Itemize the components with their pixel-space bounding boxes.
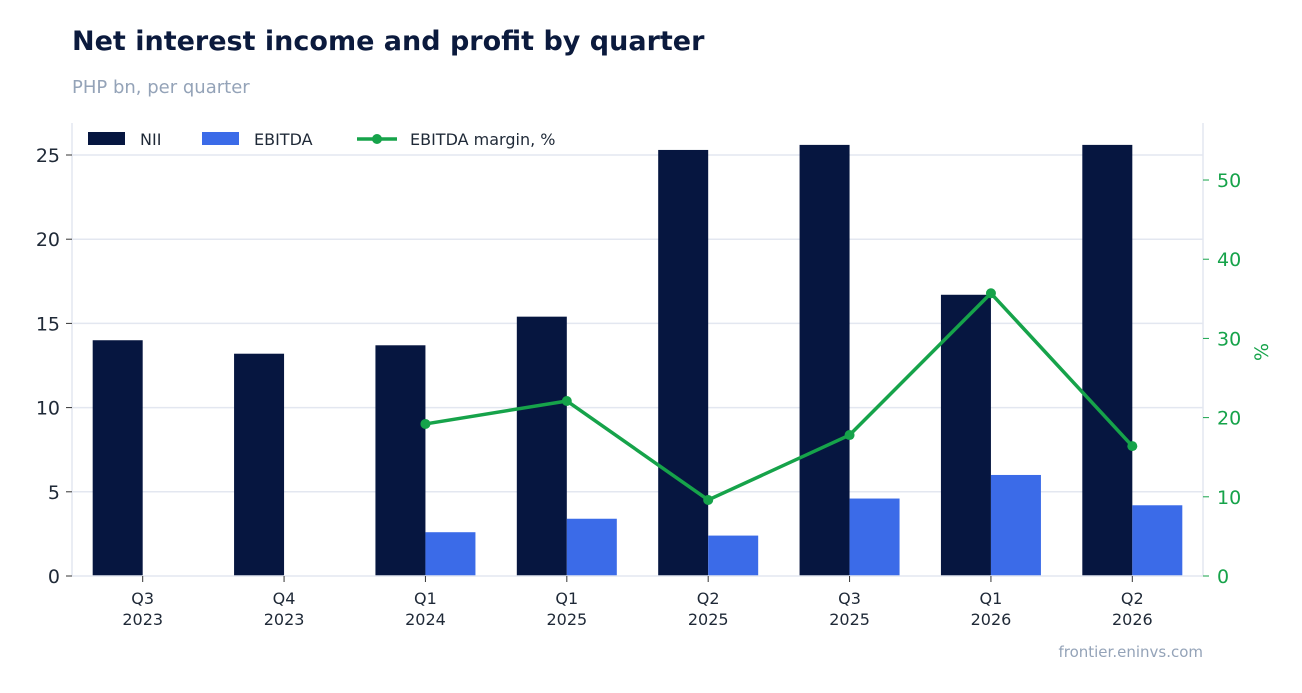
bar-ebitda — [990, 474, 1041, 576]
bar-ebitda — [425, 532, 476, 576]
bar-ebitda — [566, 518, 617, 576]
x-tick-label-year: 2024 — [405, 610, 446, 629]
legend-label-margin: EBITDA margin, % — [410, 130, 555, 149]
margin-point — [703, 494, 714, 505]
right-tick-label: 40 — [1217, 249, 1241, 271]
margin-point — [420, 418, 431, 429]
margin-line-path — [425, 291, 1134, 502]
x-tick-label-year: 2023 — [264, 610, 305, 629]
bars — [92, 144, 1183, 576]
bar-nii — [375, 345, 426, 576]
bar-nii — [658, 149, 709, 576]
x-tick-label-year: 2025 — [829, 610, 870, 629]
x-tick-label-year: 2025 — [546, 610, 587, 629]
legend-marker-margin — [372, 134, 382, 144]
x-tick-label-quarter: Q3 — [838, 589, 861, 608]
bar-ebitda — [849, 498, 900, 576]
bar-nii — [516, 316, 567, 576]
right-tick-label: 50 — [1217, 170, 1241, 192]
bar-ebitda — [1132, 505, 1183, 576]
legend: NII EBITDA EBITDA margin, % — [88, 130, 555, 149]
legend-label-ebitda: EBITDA — [254, 130, 313, 149]
bar-nii — [92, 340, 143, 576]
legend-swatch-ebitda — [202, 132, 239, 145]
left-tick-label: 25 — [36, 145, 60, 167]
left-tick-label: 15 — [36, 313, 60, 335]
x-tick-label-quarter: Q2 — [697, 589, 720, 608]
margin-point — [985, 288, 996, 299]
right-tick-label: 0 — [1217, 566, 1229, 588]
chart-title: Net interest income and profit by quarte… — [72, 26, 705, 57]
axes: 051015202501020304050%Q32023Q42023Q12024… — [36, 123, 1273, 629]
margin-point — [561, 395, 572, 406]
x-tick-label-year: 2026 — [1112, 610, 1153, 629]
right-axis-label: % — [1251, 343, 1273, 361]
x-tick-label-quarter: Q1 — [980, 589, 1003, 608]
margin-point — [1127, 441, 1138, 452]
bar-ebitda — [708, 535, 759, 576]
x-tick-label-quarter: Q3 — [131, 589, 154, 608]
bar-nii — [799, 144, 850, 576]
chart-subtitle: PHP bn, per quarter — [72, 77, 250, 98]
x-tick-label-year: 2023 — [122, 610, 163, 629]
margin-point — [844, 430, 855, 441]
x-tick-label-quarter: Q1 — [555, 589, 578, 608]
legend-label-nii: NII — [140, 130, 161, 149]
right-tick-label: 10 — [1217, 487, 1241, 509]
left-tick-label: 20 — [36, 229, 60, 251]
right-tick-label: 20 — [1217, 408, 1241, 430]
left-tick-label: 0 — [48, 566, 60, 588]
x-tick-label-year: 2026 — [971, 610, 1012, 629]
x-tick-label-quarter: Q1 — [414, 589, 437, 608]
right-tick-label: 30 — [1217, 328, 1241, 350]
left-tick-label: 5 — [48, 482, 60, 504]
x-tick-label-quarter: Q4 — [273, 589, 296, 608]
x-tick-label-quarter: Q2 — [1121, 589, 1144, 608]
left-tick-label: 10 — [36, 398, 60, 420]
bar-nii — [940, 294, 991, 576]
legend-swatch-nii — [88, 132, 125, 145]
bar-nii — [234, 353, 285, 576]
source-label: frontier.eninvs.com — [1058, 643, 1203, 661]
margin-line — [420, 288, 1138, 505]
x-tick-label-year: 2025 — [688, 610, 729, 629]
bar-nii — [1082, 144, 1133, 576]
